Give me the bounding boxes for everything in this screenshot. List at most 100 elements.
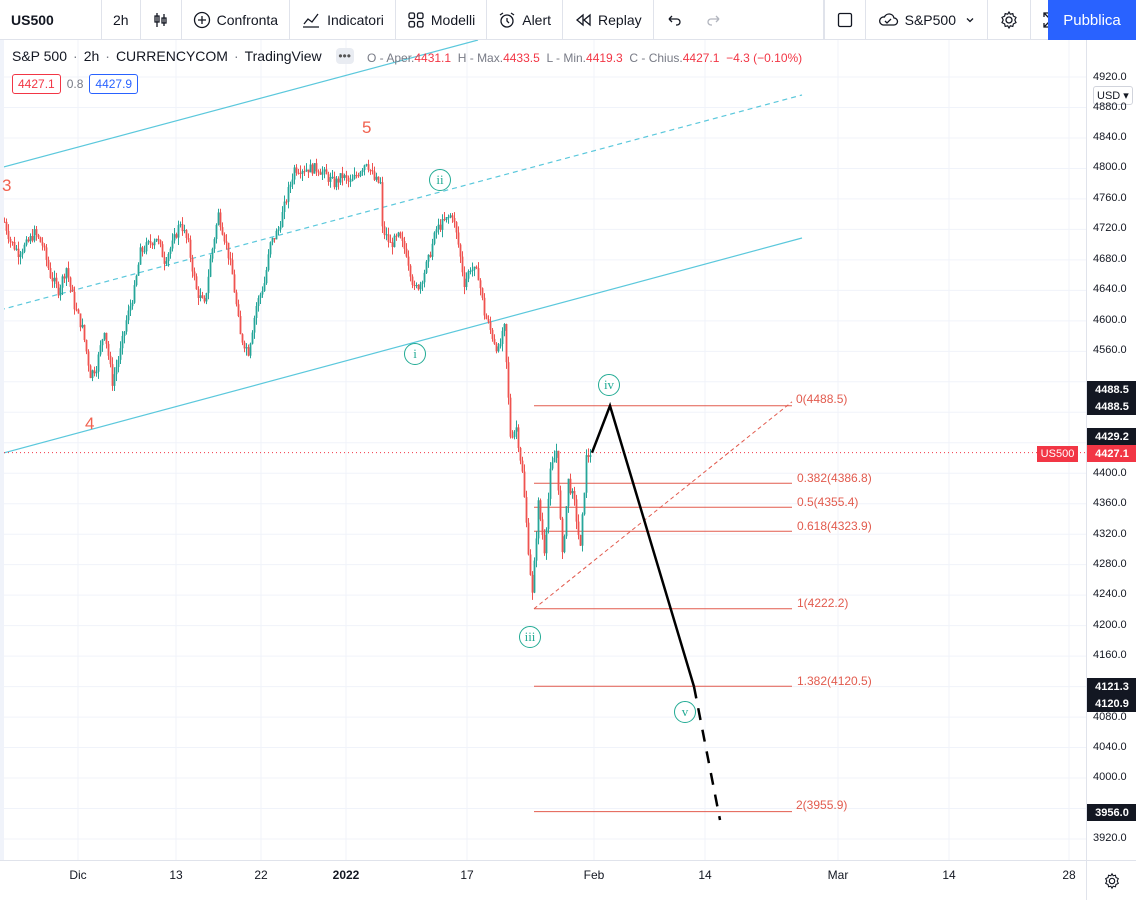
- wave-label-5: 5: [362, 118, 372, 137]
- time-tick: 2022: [332, 868, 360, 882]
- candle-body: [279, 226, 282, 230]
- undo-button[interactable]: [654, 0, 694, 40]
- candle-body: [161, 244, 164, 258]
- candle-body: [269, 242, 272, 255]
- candle-body: [361, 170, 364, 173]
- candle-body: [441, 219, 444, 230]
- candle-body: [407, 256, 410, 266]
- candle-body: [255, 306, 258, 318]
- chart-type-button[interactable]: [141, 0, 182, 40]
- candle-body: [59, 287, 62, 296]
- candle-body: [107, 343, 110, 356]
- symbol-select-button[interactable]: S&P500: [864, 0, 988, 40]
- chart-pane[interactable]: [4, 40, 1086, 860]
- candle-body: [275, 230, 278, 240]
- candle-body: [515, 427, 518, 432]
- candle-body: [489, 321, 492, 330]
- candle-body: [549, 468, 552, 499]
- candle-body: [363, 165, 366, 171]
- candle-body: [225, 241, 228, 243]
- price-tick: 4600.0: [1093, 314, 1127, 326]
- settings-button[interactable]: [988, 0, 1031, 40]
- layout-button[interactable]: [823, 0, 865, 40]
- candle-body: [573, 490, 576, 500]
- candle-body: [347, 177, 350, 182]
- candle-body: [325, 169, 328, 175]
- candle-body: [413, 284, 416, 287]
- candle-body: [135, 275, 138, 286]
- candle-body: [63, 276, 66, 279]
- candle-body: [215, 224, 218, 240]
- replay-button[interactable]: Replay: [563, 0, 654, 40]
- open-value: 4431.1: [414, 51, 452, 65]
- close-label: C - Chius.: [629, 51, 683, 65]
- templates-button[interactable]: Modelli: [396, 0, 488, 40]
- symbol-search-button[interactable]: US500: [0, 0, 102, 40]
- axis-settings-button[interactable]: [1086, 860, 1136, 900]
- candle-body: [39, 237, 42, 243]
- candle-body: [411, 276, 414, 285]
- candle-body: [251, 332, 254, 344]
- chart-canvas[interactable]: [4, 40, 1086, 860]
- price-tick: 4840.0: [1093, 131, 1127, 143]
- price-tick: 3920.0: [1093, 832, 1127, 844]
- candle-body: [91, 370, 94, 379]
- interval-button[interactable]: 2h: [102, 0, 141, 40]
- candle-body: [513, 431, 516, 437]
- candle-body: [379, 182, 382, 184]
- legend-title: S&P 500: [12, 48, 68, 64]
- price-tick: 4680.0: [1093, 253, 1127, 265]
- candle-body: [75, 309, 78, 311]
- candles-icon: [153, 12, 167, 27]
- candle-body: [449, 215, 452, 218]
- candle-body: [231, 259, 234, 275]
- time-tick: 28: [1062, 868, 1076, 882]
- candle-body: [243, 342, 246, 349]
- alert-button[interactable]: Alert: [487, 0, 564, 40]
- candle-body: [177, 225, 180, 238]
- candle-body: [235, 292, 238, 305]
- indicators-button[interactable]: Indicatori: [290, 0, 396, 40]
- candle-body: [131, 302, 134, 307]
- candle-body: [125, 320, 128, 332]
- wave-label-4: 4: [85, 414, 95, 433]
- price-axis[interactable]: USD ▾ 4920.0 4880.0 4840.0 4800.0 4760.0…: [1086, 40, 1136, 860]
- candle-body: [373, 171, 376, 180]
- candle-body: [133, 285, 136, 303]
- candle-body: [339, 173, 342, 183]
- candle-body: [89, 365, 92, 379]
- candle-body: [393, 235, 396, 248]
- compare-button[interactable]: Confronta: [182, 0, 291, 40]
- candle-body: [397, 232, 400, 236]
- candle-body: [83, 324, 86, 340]
- currency-label: USD: [1097, 90, 1121, 102]
- candle-body: [195, 276, 198, 290]
- candle-body: [121, 335, 124, 349]
- currency-select[interactable]: USD ▾: [1093, 86, 1133, 105]
- candle-body: [259, 294, 262, 299]
- candle-body: [95, 371, 98, 374]
- legend-more-button[interactable]: •••: [335, 48, 354, 64]
- candle-body: [101, 339, 104, 346]
- fib-label-05: 0.5(4355.4): [797, 495, 859, 509]
- time-tick: 17: [460, 868, 474, 882]
- candle-body: [523, 471, 526, 498]
- candle-body: [415, 285, 418, 287]
- candle-body: [29, 236, 32, 242]
- candle-body: [141, 247, 144, 252]
- bid-price[interactable]: 4427.1: [12, 74, 61, 94]
- redo-button[interactable]: [694, 0, 824, 40]
- time-axis[interactable]: Dic 13 22 2022 17 Feb 14 Mar 14 28: [0, 860, 1086, 900]
- candle-body: [253, 317, 256, 333]
- candle-body: [471, 269, 474, 271]
- candle-body: [481, 288, 484, 298]
- close-value: 4427.1: [682, 51, 720, 65]
- replay-label: Replay: [598, 11, 642, 28]
- time-tick: Mar: [827, 868, 849, 882]
- ask-price[interactable]: 4427.9: [89, 74, 139, 94]
- candle-body: [265, 270, 268, 284]
- candle-body: [343, 175, 346, 179]
- publish-button[interactable]: Pubblica: [1048, 0, 1136, 40]
- candle-body: [193, 271, 196, 277]
- candle-body: [207, 276, 210, 294]
